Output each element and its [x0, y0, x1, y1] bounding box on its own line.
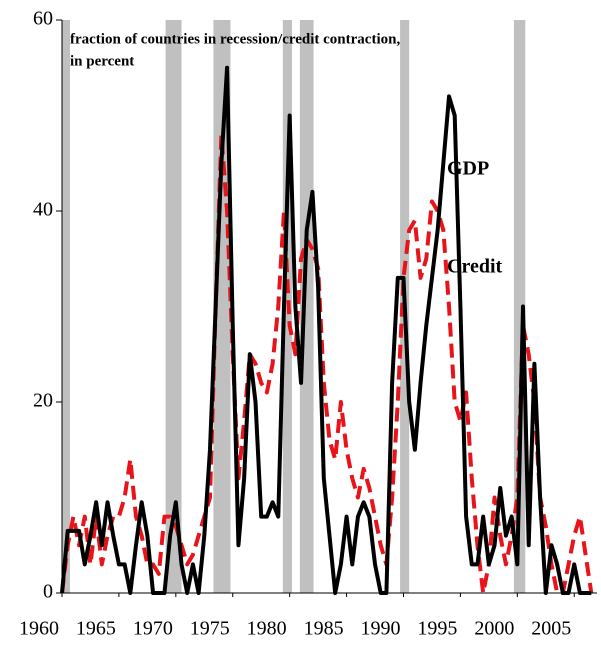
x-tick-label: 1985 [304, 618, 344, 640]
y-tick-label: 60 [33, 8, 53, 30]
series-label: Credit [447, 256, 503, 278]
chart-title: in percent [70, 53, 134, 69]
chart-title: fraction of countries in recession/credi… [70, 31, 400, 47]
y-tick-label: 40 [33, 199, 53, 221]
x-tick-label: 2000 [474, 618, 514, 640]
y-tick-label: 0 [43, 581, 53, 603]
x-tick-label: 2005 [531, 618, 571, 640]
y-tick-label: 20 [33, 390, 53, 412]
x-tick-label: 1970 [133, 618, 173, 640]
series-line [60, 65, 592, 595]
recession-band [513, 20, 526, 593]
series-line [60, 132, 594, 595]
recession-band [213, 20, 231, 593]
x-tick-label: 1995 [417, 618, 457, 640]
plot-lines [60, 65, 594, 595]
recession-band [62, 20, 70, 593]
x-tick-label: 1960 [19, 618, 59, 640]
x-tick-label: 1975 [190, 618, 230, 640]
recession-band [165, 20, 182, 593]
x-tick-label: 1990 [360, 618, 400, 640]
x-tick-label: 1965 [76, 618, 116, 640]
series-label: GDP [447, 158, 489, 180]
x-tick-label: 1980 [247, 618, 287, 640]
recession-band [299, 20, 314, 593]
